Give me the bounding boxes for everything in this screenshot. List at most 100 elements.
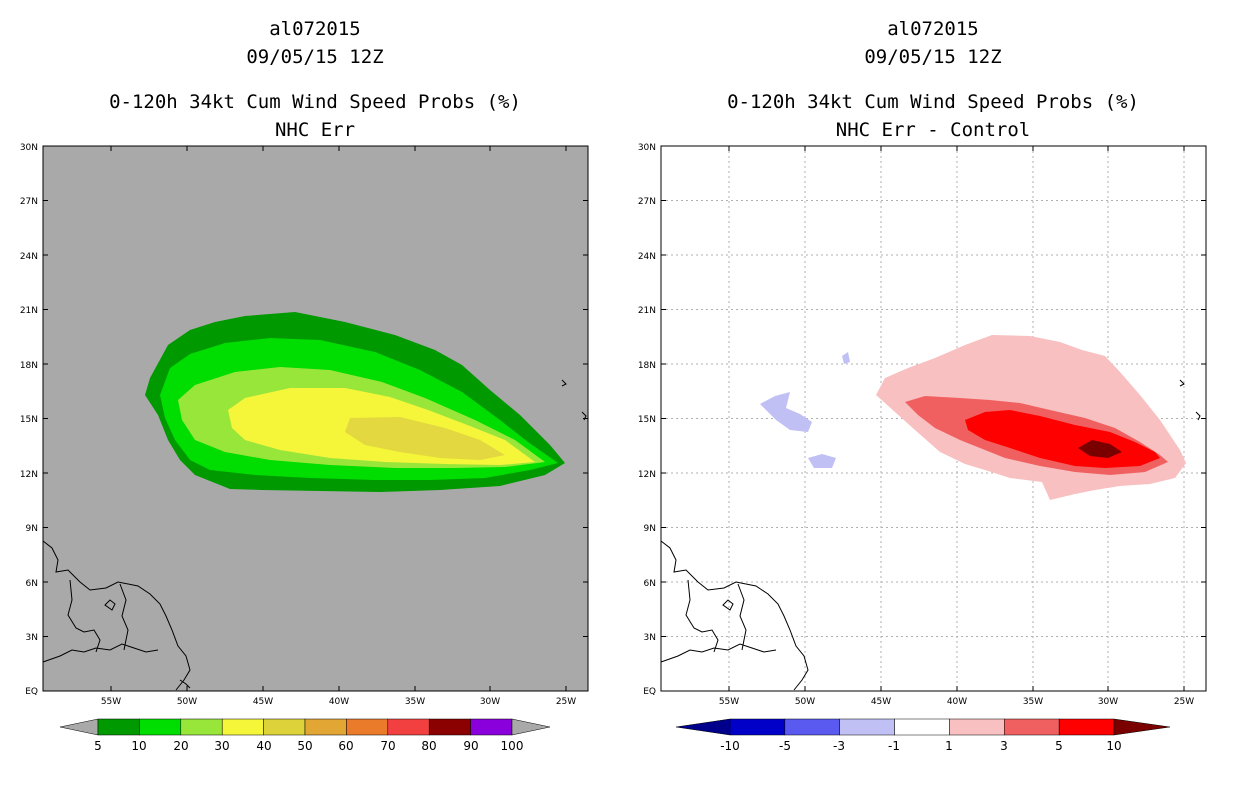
right-coastline xyxy=(660,379,1201,691)
right-colorbar-box-2 xyxy=(839,718,895,736)
right-title-subtitle: NHC Err - Control xyxy=(835,119,1031,141)
right-colorbar-low-extend xyxy=(675,718,731,736)
left-cb-label-5: 5 xyxy=(94,739,102,753)
left-colorbar-box-9 xyxy=(470,718,513,736)
left-cb-label-50: 50 xyxy=(297,739,312,753)
right-colorbar-box-0 xyxy=(729,718,786,736)
right-difference-field xyxy=(760,335,1186,500)
right-colorbar-box-3 xyxy=(894,718,950,736)
right-lon-axis: 55W 50W 45W 40W 35W 30W 25W xyxy=(719,697,1194,707)
left-lat-tick-15N: 15N xyxy=(20,415,38,425)
left-lat-tick-9N: 9N xyxy=(26,524,38,534)
diff-minus-1-to-minus-3-a xyxy=(760,392,812,432)
right-lon-tick-25W: 25W xyxy=(1174,697,1194,707)
right-title-product: 0-120h 34kt Cum Wind Speed Probs (%) xyxy=(727,91,1139,113)
left-map: 30N 27N 24N 21N 18N 15N 12N 9N 6N 3N EQ … xyxy=(20,143,589,753)
left-lat-tick-30N: 30N xyxy=(20,143,38,153)
diff-minus-1-to-minus-3-b xyxy=(808,454,836,468)
left-cb-label-100: 100 xyxy=(501,739,524,753)
left-probability-swath xyxy=(145,312,565,492)
left-coastline xyxy=(42,379,587,691)
diff-minus-1-to-minus-3-c xyxy=(842,352,850,364)
right-colorbar-box-5 xyxy=(1004,718,1060,736)
right-lat-tick-18N: 18N xyxy=(638,361,656,371)
left-lat-tick-27N: 27N xyxy=(20,197,38,207)
right-lon-tick-45W: 45W xyxy=(871,697,891,707)
right-cb-label-minus-3: -3 xyxy=(833,739,845,753)
right-lat-tick-3N: 3N xyxy=(644,633,656,643)
right-title-storm-id: al072015 xyxy=(887,18,979,40)
right-lat-tick-9N: 9N xyxy=(644,524,656,534)
left-colorbar-box-4 xyxy=(263,718,306,736)
left-cb-label-80: 80 xyxy=(421,739,436,753)
left-lat-tick-18N: 18N xyxy=(20,361,38,371)
right-lon-tick-55W: 55W xyxy=(719,697,739,707)
left-cb-label-90: 90 xyxy=(463,739,478,753)
left-colorbar-box-0 xyxy=(97,718,140,736)
left-cb-label-70: 70 xyxy=(380,739,395,753)
left-lat-tick-24N: 24N xyxy=(20,252,38,262)
right-cb-label-5: 5 xyxy=(1055,739,1063,753)
left-title-product: 0-120h 34kt Cum Wind Speed Probs (%) xyxy=(109,91,521,113)
left-lon-tick-30W: 30W xyxy=(480,697,500,707)
right-lon-tick-35W: 35W xyxy=(1023,697,1043,707)
right-lon-tick-40W: 40W xyxy=(947,697,967,707)
right-tick-marks xyxy=(661,145,1206,692)
right-cb-label-1: 1 xyxy=(945,739,953,753)
right-lat-tick-30N: 30N xyxy=(638,143,656,153)
right-colorbar-high-extend xyxy=(1113,718,1171,736)
left-lon-tick-25W: 25W xyxy=(556,697,576,707)
right-lat-tick-12N: 12N xyxy=(638,470,656,480)
left-colorbar-box-6 xyxy=(346,718,389,736)
left-cb-label-40: 40 xyxy=(256,739,271,753)
left-lat-axis: 30N 27N 24N 21N 18N 15N 12N 9N 6N 3N EQ xyxy=(20,143,38,697)
right-colorbar: -10 -5 -3 -1 1 3 5 10 xyxy=(675,718,1171,753)
right-cb-label-minus-1: -1 xyxy=(888,739,900,753)
right-lat-tick-15N: 15N xyxy=(638,415,656,425)
left-lat-tick-6N: 6N xyxy=(26,579,38,589)
left-lon-tick-35W: 35W xyxy=(405,697,425,707)
left-colorbar-box-3 xyxy=(221,718,264,736)
right-title-date: 09/05/15 12Z xyxy=(864,46,1002,68)
diff-above-10 xyxy=(1078,440,1122,458)
left-title-date: 09/05/15 12Z xyxy=(246,46,384,68)
right-lat-tick-21N: 21N xyxy=(638,306,656,316)
right-lat-tick-27N: 27N xyxy=(638,197,656,207)
left-colorbar: 5 10 20 30 40 50 60 70 80 90 100 xyxy=(59,718,551,753)
right-cb-label-3: 3 xyxy=(1000,739,1008,753)
right-cb-label-minus-10: -10 xyxy=(720,739,740,753)
right-cb-label-10: 10 xyxy=(1106,739,1121,753)
left-cb-label-60: 60 xyxy=(338,739,353,753)
left-colorbar-high-extend xyxy=(511,718,551,736)
left-lon-axis: 55W 50W 45W 40W 35W 30W 25W xyxy=(101,697,576,707)
right-lat-tick-EQ: EQ xyxy=(643,687,656,697)
left-title-storm-id: al072015 xyxy=(269,18,361,40)
left-cb-label-20: 20 xyxy=(173,739,188,753)
left-tick-marks xyxy=(43,145,588,692)
right-map: 30N 27N 24N 21N 18N 15N 12N 9N 6N 3N EQ … xyxy=(638,143,1207,753)
left-colorbar-box-5 xyxy=(304,718,347,736)
right-grid-lines xyxy=(661,146,1206,691)
left-title-subtitle: NHC Err xyxy=(274,119,356,141)
left-lat-tick-12N: 12N xyxy=(20,470,38,480)
right-lat-tick-24N: 24N xyxy=(638,252,656,262)
left-colorbar-box-2 xyxy=(180,718,223,736)
right-cb-label-minus-5: -5 xyxy=(779,739,791,753)
left-colorbar-box-7 xyxy=(387,718,430,736)
left-cb-label-30: 30 xyxy=(214,739,229,753)
left-lat-tick-EQ: EQ xyxy=(25,687,38,697)
left-lon-tick-40W: 40W xyxy=(329,697,349,707)
right-colorbar-box-4 xyxy=(949,718,1005,736)
left-lat-tick-3N: 3N xyxy=(26,633,38,643)
right-lat-tick-6N: 6N xyxy=(644,579,656,589)
right-lon-tick-30W: 30W xyxy=(1098,697,1118,707)
left-cb-label-10: 10 xyxy=(131,739,146,753)
left-lon-tick-55W: 55W xyxy=(101,697,121,707)
left-lon-tick-45W: 45W xyxy=(253,697,273,707)
left-colorbar-box-8 xyxy=(428,718,471,736)
right-lat-axis: 30N 27N 24N 21N 18N 15N 12N 9N 6N 3N EQ xyxy=(638,143,656,697)
right-lon-tick-50W: 50W xyxy=(795,697,815,707)
left-colorbar-low-extend xyxy=(59,718,99,736)
left-colorbar-box-1 xyxy=(139,718,182,736)
left-lon-tick-50W: 50W xyxy=(177,697,197,707)
